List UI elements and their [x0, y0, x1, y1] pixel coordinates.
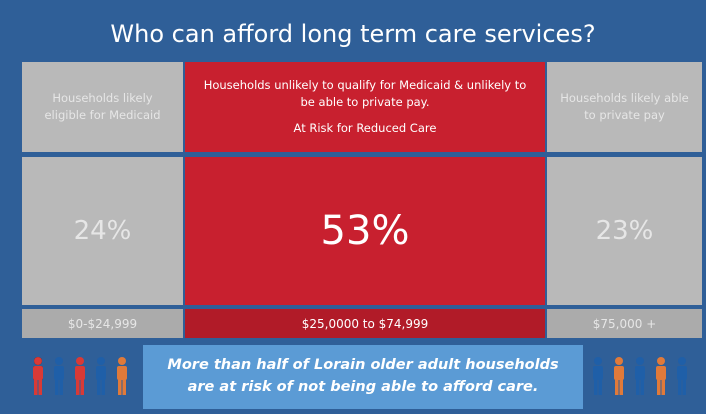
header-text: Households likely eligible for Medicaid	[44, 90, 161, 122]
income-range: $75,000 +	[547, 309, 702, 338]
column-header: Households likely able to private pay	[547, 62, 702, 152]
subheader-text: At Risk for Reduced Care	[293, 120, 437, 135]
people-icons	[593, 357, 687, 395]
people-icons	[33, 357, 127, 395]
callout: More than half of Lorain older adult hou…	[143, 345, 583, 409]
header-text: Households likely able to private pay	[560, 90, 689, 122]
income-range: $25,0000 to $74,999	[185, 309, 545, 338]
percent: 53%	[185, 157, 545, 305]
income-range: $0-$24,999	[22, 309, 183, 338]
percent: 23%	[547, 157, 702, 305]
title: Who can afford long term care services?	[110, 20, 596, 48]
column-header: Households unlikely to qualify for Medic…	[185, 62, 545, 152]
header-text: Households unlikely to qualify for Medic…	[203, 78, 527, 110]
column-header: Households likely eligible for Medicaid	[22, 62, 183, 152]
percent: 24%	[22, 157, 183, 305]
